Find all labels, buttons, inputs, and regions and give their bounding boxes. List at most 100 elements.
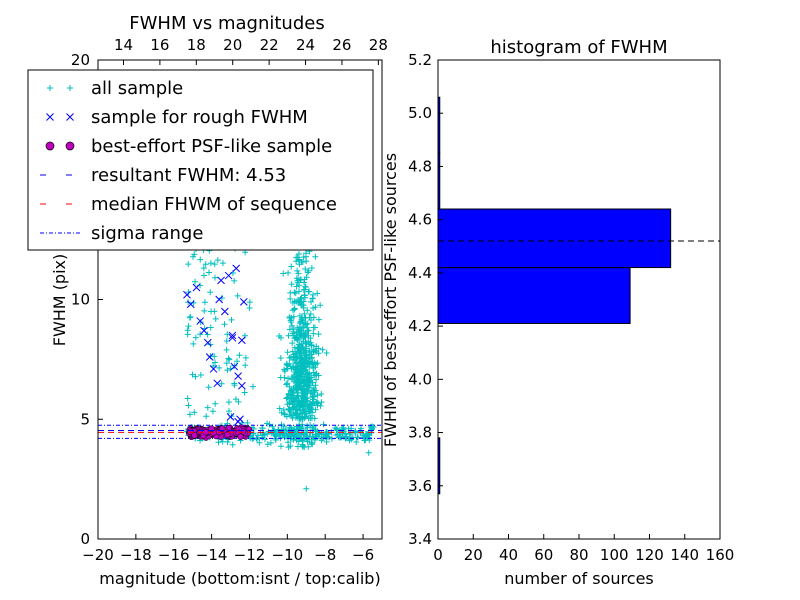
all-sample-point: [297, 342, 304, 349]
all-sample-point: [314, 290, 321, 297]
all-sample-point: [231, 382, 238, 389]
all-sample-point: [276, 332, 283, 339]
all-sample-point: [288, 263, 295, 270]
rough-sample-point: [228, 333, 237, 342]
all-sample-point: [312, 387, 319, 394]
all-sample-point: [223, 360, 230, 367]
all-sample-point: [185, 402, 192, 409]
top-tick-label: 20: [223, 36, 242, 54]
top-tick-label: 18: [187, 36, 206, 54]
all-sample-point: [225, 355, 232, 362]
all-sample-point: [264, 431, 271, 438]
all-sample-point: [365, 449, 372, 456]
all-sample-point: [306, 377, 313, 384]
all-sample-point: [296, 312, 303, 319]
all-sample-point: [293, 298, 300, 305]
right-x-axis-ticks: 0 20 40 60 80 100 120 140 160: [433, 534, 734, 564]
all-sample-point: [315, 350, 322, 357]
x-tick-label: −10: [272, 546, 304, 564]
all-sample-point: [226, 356, 233, 363]
x-tick-label: 160: [706, 546, 735, 564]
all-sample-point: [300, 304, 307, 311]
all-sample-point: [287, 295, 294, 302]
all-sample-point: [297, 276, 304, 283]
all-sample-point: [297, 401, 304, 408]
all-sample-point: [204, 404, 211, 411]
all-sample-point: [303, 358, 310, 365]
right-title: histogram of FWHM: [490, 37, 667, 58]
legend-circle-marker: [65, 141, 75, 151]
all-sample-point: [308, 265, 315, 272]
all-sample-point: [200, 272, 207, 279]
rough-sample-point: [239, 298, 248, 306]
y-tick-label: 4.2: [408, 317, 432, 335]
all-sample-point: [362, 431, 369, 438]
all-sample-point: [208, 308, 215, 315]
all-sample-point: [281, 368, 288, 375]
all-sample-point: [304, 405, 311, 412]
all-sample-point: [314, 392, 321, 399]
all-sample-point: [207, 260, 214, 267]
x-tick-label: 80: [569, 546, 588, 564]
all-sample-point: [190, 253, 197, 260]
psf-sample-point: [224, 431, 231, 439]
all-sample-point: [281, 374, 288, 381]
all-sample-point: [308, 439, 315, 446]
rough-sample-point: [238, 381, 246, 390]
rough-sample-point: [217, 276, 225, 285]
y-tick-label: 5: [80, 410, 90, 428]
all-sample-point: [326, 434, 333, 441]
all-sample-point: [310, 330, 317, 337]
x-tick-label: −16: [158, 546, 190, 564]
all-sample-point: [285, 391, 292, 398]
all-sample-point: [190, 340, 197, 347]
all-sample-point: [284, 380, 291, 387]
top-tick-label: 16: [150, 36, 169, 54]
all-sample-point: [300, 347, 307, 354]
rough-sample-point: [238, 336, 246, 345]
all-sample-point: [309, 354, 316, 361]
all-sample-point: [249, 383, 256, 390]
all-sample-point: [284, 349, 291, 356]
all-sample-point: [322, 431, 329, 438]
all-sample-point: [297, 350, 304, 357]
rough-sample-point: [220, 307, 229, 316]
all-sample-point: [299, 415, 306, 422]
x-tick-label: −14: [196, 546, 228, 564]
all-sample-point: [218, 380, 225, 387]
all-sample-point: [294, 443, 301, 450]
all-sample-point: [204, 331, 211, 338]
all-sample-point: [294, 324, 301, 331]
all-sample-point: [226, 408, 233, 415]
all-sample-point: [305, 332, 312, 339]
all-sample-point: [202, 261, 209, 268]
left-bottom-axis-ticks: −20 −18 −16 −14 −12 −10 −8 −6: [82, 534, 374, 564]
all-sample-point: [301, 444, 308, 451]
all-sample-point: [291, 289, 298, 296]
all-sample-point: [300, 286, 307, 293]
all-sample-point: [323, 350, 330, 357]
all-sample-point: [294, 267, 301, 274]
right-x-axis-label: number of sources: [504, 569, 654, 588]
rough-sample-point: [234, 372, 242, 380]
all-sample-point: [305, 267, 312, 274]
rough-sample-point: [203, 338, 212, 347]
all-sample-point: [307, 355, 314, 362]
all-sample-point: [308, 298, 315, 305]
all-sample-point: [186, 411, 193, 418]
left-top-axis-ticks: 14 16 18 20 22 24 26 28: [114, 36, 388, 65]
top-tick-label: 14: [114, 36, 133, 54]
all-sample-point: [203, 413, 210, 420]
x-tick-label: 0: [433, 546, 443, 564]
all-sample-point: [209, 408, 216, 415]
y-tick-label: 10: [71, 291, 90, 309]
x-tick-label: 120: [635, 546, 664, 564]
all-sample-point: [291, 403, 298, 410]
all-sample-point: [312, 253, 319, 260]
all-sample-point: [281, 410, 288, 417]
all-sample-point: [200, 265, 207, 272]
all-sample-point: [283, 381, 290, 388]
all-sample-point: [296, 398, 303, 405]
all-sample-point: [289, 299, 296, 306]
